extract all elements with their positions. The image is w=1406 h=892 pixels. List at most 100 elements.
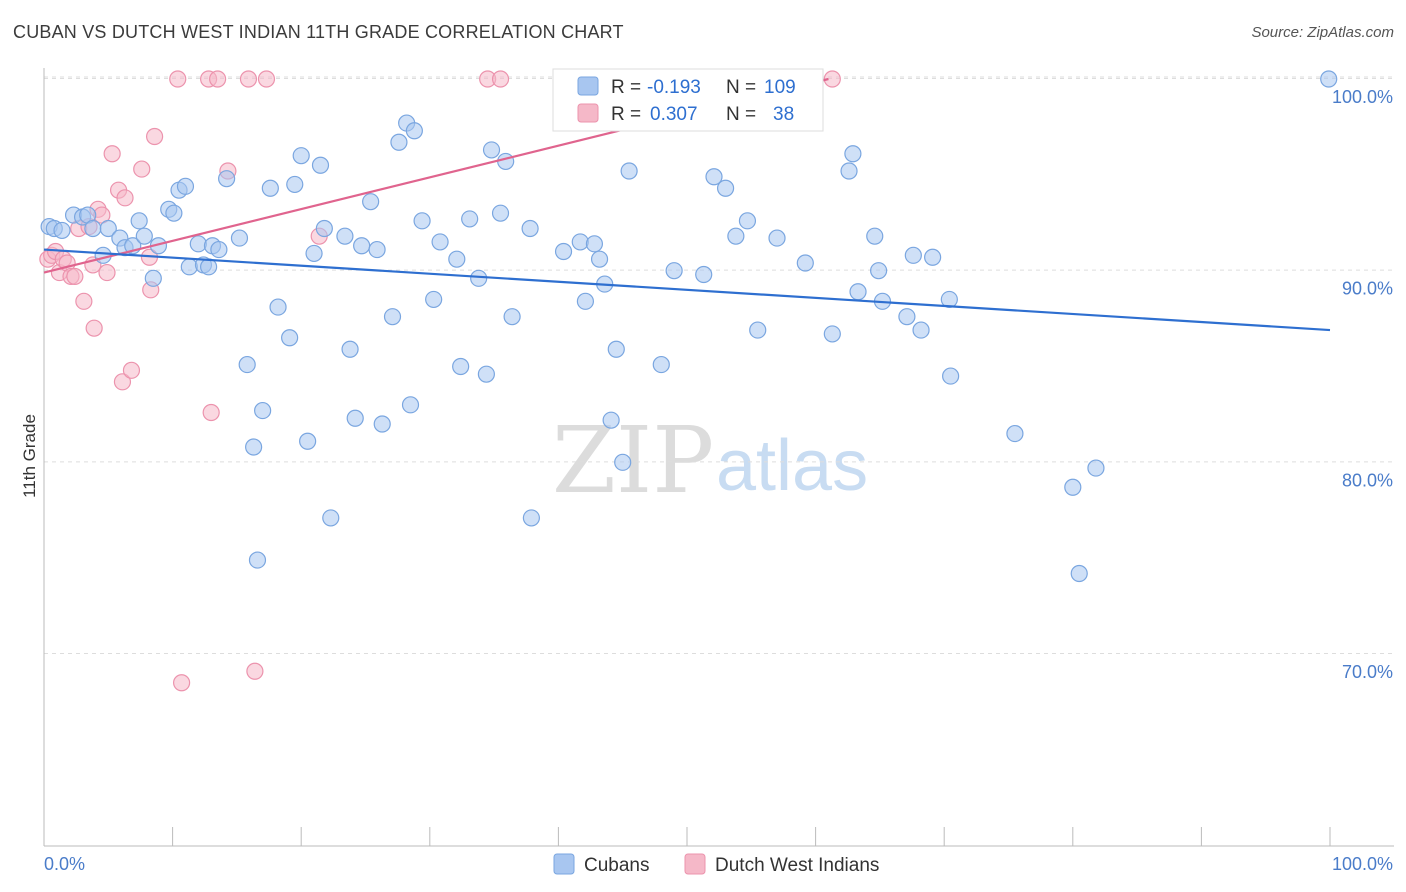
legend-r-label-1: R =: [611, 77, 641, 98]
watermark-zip: ZIP: [552, 407, 714, 514]
dutch-point-20: [122, 361, 141, 379]
cubans-point-39: [311, 156, 330, 174]
legend-swatch-cubans-bottom: [553, 853, 575, 875]
cubans-point-69: [571, 233, 589, 251]
dutch-point-15: [98, 263, 116, 282]
dutch-point-36: [491, 70, 510, 88]
legend-r-value-2: 0.307: [650, 104, 698, 125]
cubans-point-100: [942, 367, 960, 385]
cubans-point-91: [849, 283, 867, 301]
watermark-atlas: atlas: [716, 426, 868, 506]
trend-line-cubans: [43, 248, 1331, 332]
cubans-point-55: [425, 290, 443, 309]
cubans-point-66: [521, 219, 539, 238]
series-legend: Cubans Dutch West Indians: [553, 853, 879, 876]
dutch-point-29: [209, 70, 227, 88]
cubans-point-104: [1087, 459, 1105, 477]
y-tick-label-90: 90.0%: [1342, 279, 1393, 299]
cubans-point-26: [218, 170, 236, 188]
cubans-point-17: [165, 204, 183, 222]
source-credit: Source: ZipAtlas.com: [1251, 24, 1394, 41]
cubans-point-90: [844, 145, 862, 163]
cubans-point-84: [738, 212, 757, 230]
cubans-point-71: [585, 235, 604, 253]
dutch-point-25: [169, 70, 187, 88]
dutch-point-21: [133, 160, 151, 178]
legend-n-value-2: 38: [773, 104, 794, 125]
cubans-point-83: [727, 227, 745, 245]
cubans-point-56: [431, 233, 449, 251]
cubans-point-19: [176, 177, 195, 195]
dutch-point-18: [113, 373, 132, 391]
cubans-point-74: [602, 411, 620, 429]
cubans-point-42: [336, 227, 354, 245]
cubans-point-30: [248, 551, 267, 569]
correlation-legend: R = -0.193 N = 109 R = 0.307 N = 38: [552, 68, 824, 132]
cubans-point-72: [590, 250, 609, 268]
cubans-point-97: [912, 321, 930, 339]
cubans-point-59: [461, 210, 479, 228]
cubans-point-6: [84, 219, 102, 238]
cubans-point-105: [1320, 70, 1338, 88]
cubans-point-103: [1070, 564, 1088, 583]
series-cubans-points: [40, 70, 1338, 583]
cubans-point-41: [322, 509, 340, 527]
y-axis-label: 11th Grade: [20, 414, 39, 498]
cubans-point-64: [497, 152, 515, 171]
cubans-point-28: [238, 355, 256, 374]
cubans-point-62: [482, 141, 501, 159]
dutch-point-7: [66, 267, 84, 286]
dutch-point-31: [239, 70, 258, 88]
cubans-point-33: [269, 298, 287, 316]
dutch-point-16: [103, 145, 121, 163]
cubans-point-2: [53, 221, 71, 240]
cubans-point-7: [94, 246, 112, 264]
cubans-point-48: [373, 415, 391, 433]
watermark: ZIP atlas: [552, 407, 868, 514]
cubans-point-46: [362, 193, 380, 211]
cubans-point-8: [99, 219, 117, 238]
legend-swatch-dutch-bottom: [684, 853, 706, 875]
cubans-point-78: [652, 355, 670, 374]
cubans-point-101: [1006, 424, 1024, 443]
dutch-point-24: [145, 127, 164, 146]
cubans-point-60: [470, 269, 488, 287]
cubans-point-12: [130, 212, 148, 230]
cubans-point-32: [261, 179, 279, 197]
cubans-point-38: [305, 244, 323, 263]
cubans-point-34: [281, 329, 299, 347]
cubans-point-85: [749, 321, 767, 339]
legend-r-label-2: R =: [611, 104, 641, 125]
y-tick-label-80: 80.0%: [1342, 470, 1393, 490]
cubans-point-27: [230, 229, 249, 247]
cubans-point-21: [189, 235, 207, 253]
chart-title: CUBAN VS DUTCH WEST INDIAN 11TH GRADE CO…: [13, 22, 624, 42]
legend-label-cubans: Cubans: [584, 855, 650, 876]
x-tick-label-max: 100.0%: [1332, 854, 1393, 874]
dutch-point-28: [202, 403, 220, 422]
dutch-point-19: [116, 189, 134, 207]
cubans-point-102: [1064, 478, 1082, 496]
cubans-point-57: [448, 250, 466, 268]
cubans-point-50: [390, 133, 408, 151]
series-dutch-west-indians-points: [39, 70, 841, 692]
cubans-point-79: [665, 262, 683, 280]
cubans-point-53: [405, 122, 423, 140]
cubans-point-98: [924, 248, 942, 266]
legend-r-value-1: -0.193: [647, 77, 701, 98]
cubans-point-65: [503, 308, 521, 326]
y-tick-label-70: 70.0%: [1342, 662, 1393, 682]
cubans-point-43: [341, 340, 359, 358]
legend-swatch-dutch: [577, 103, 599, 123]
cubans-point-31: [254, 401, 272, 420]
cubans-point-81: [705, 168, 723, 186]
cubans-point-70: [576, 292, 595, 310]
cubans-point-89: [840, 162, 858, 180]
cubans-point-14: [144, 269, 162, 287]
legend-label-dutch: Dutch West Indians: [715, 855, 879, 876]
cubans-point-47: [368, 240, 386, 259]
cubans-point-76: [614, 453, 632, 471]
cubans-point-88: [823, 325, 841, 343]
cubans-point-63: [491, 204, 510, 222]
